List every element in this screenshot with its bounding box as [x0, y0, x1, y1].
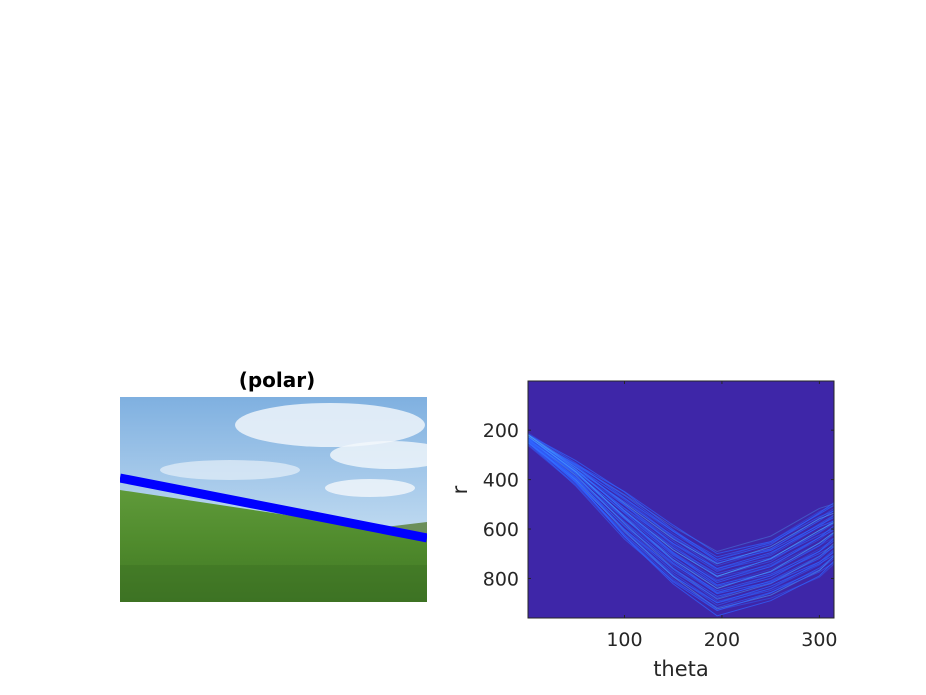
- hough-curve: [528, 438, 834, 600]
- hough-curve: [528, 439, 834, 593]
- hough-curve: [528, 441, 834, 587]
- hough-curve: [528, 438, 834, 606]
- x-tick-label: 100: [606, 629, 642, 651]
- hough-curve: [528, 441, 834, 617]
- cloud: [235, 403, 425, 447]
- x-axis-label: theta: [653, 657, 709, 681]
- cloud: [330, 441, 427, 469]
- hough-curve: [528, 444, 834, 611]
- hough-curve: [528, 435, 834, 589]
- detected-line: [120, 473, 427, 543]
- hough-panel: 100 200 300 200 400 600 800 theta r: [448, 380, 838, 681]
- hough-curve: [528, 437, 834, 562]
- photo-title: (polar): [239, 368, 316, 392]
- cloud: [160, 460, 300, 480]
- y-tick-label: 800: [483, 568, 519, 590]
- hough-curve: [528, 444, 834, 604]
- hough-curve: [528, 442, 834, 595]
- x-tick-label: 300: [801, 629, 837, 651]
- heatmap: [528, 381, 834, 618]
- y-axis-label: r: [448, 485, 472, 494]
- hough-curve: [528, 441, 834, 610]
- x-tick-label: 200: [704, 629, 740, 651]
- y-tick-label: 400: [483, 470, 519, 492]
- axes: 100 200 300 200 400 600 800: [483, 381, 838, 651]
- cloud: [325, 479, 415, 497]
- y-tick-label: 200: [483, 420, 519, 442]
- hough-curve: [528, 433, 834, 572]
- plot-frame: [527, 380, 835, 619]
- hough-curve: [528, 436, 834, 582]
- hough-curve: [528, 436, 834, 595]
- grass: [120, 490, 427, 602]
- grass-shade: [120, 565, 427, 602]
- hough-curve: [528, 442, 834, 609]
- y-tick-label: 600: [483, 519, 519, 541]
- photo-panel: (polar): [120, 368, 427, 602]
- hough-curve: [528, 440, 834, 578]
